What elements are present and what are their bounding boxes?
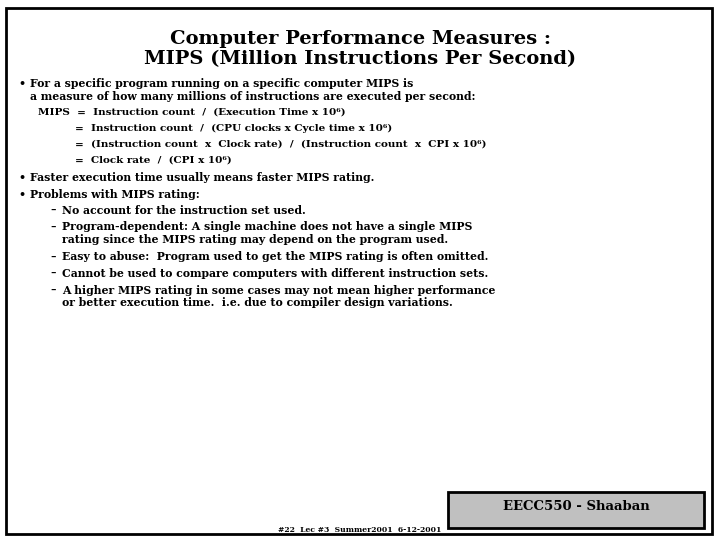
Text: •: • — [18, 172, 25, 183]
Text: #22  Lec #3  Summer2001  6-12-2001: #22 Lec #3 Summer2001 6-12-2001 — [279, 526, 441, 534]
Text: •: • — [18, 188, 25, 199]
Text: –: – — [50, 221, 55, 233]
Text: =  (Instruction count  x  Clock rate)  /  (Instruction count  x  CPI x 10⁶): = (Instruction count x Clock rate) / (In… — [75, 140, 487, 149]
Text: =  Instruction count  /  (CPU clocks x Cycle time x 10⁶): = Instruction count / (CPU clocks x Cycl… — [75, 124, 392, 133]
Text: •: • — [18, 78, 25, 89]
Text: A higher MIPS rating in some cases may not mean higher performance
or better exe: A higher MIPS rating in some cases may n… — [62, 285, 495, 308]
Text: No account for the instruction set used.: No account for the instruction set used. — [62, 205, 306, 216]
Text: EECC550 - Shaaban: EECC550 - Shaaban — [503, 500, 649, 512]
Text: –: – — [50, 285, 55, 295]
Text: –: – — [50, 252, 55, 262]
Text: Cannot be used to compare computers with different instruction sets.: Cannot be used to compare computers with… — [62, 268, 488, 279]
Text: =  Clock rate  /  (CPI x 10⁶): = Clock rate / (CPI x 10⁶) — [75, 156, 232, 165]
Text: MIPS  =  Instruction count  /  (Execution Time x 10⁶): MIPS = Instruction count / (Execution Ti… — [38, 108, 346, 117]
Text: –: – — [50, 268, 55, 279]
Text: Faster execution time usually means faster MIPS rating.: Faster execution time usually means fast… — [30, 172, 374, 183]
Bar — [448, 492, 704, 528]
Text: MIPS (Million Instructions Per Second): MIPS (Million Instructions Per Second) — [144, 50, 576, 68]
Text: Computer Performance Measures :: Computer Performance Measures : — [169, 30, 551, 48]
Text: Program-dependent: A single machine does not have a single MIPS
rating since the: Program-dependent: A single machine does… — [62, 221, 472, 245]
Text: Easy to abuse:  Program used to get the MIPS rating is often omitted.: Easy to abuse: Program used to get the M… — [62, 252, 488, 262]
Text: For a specific program running on a specific computer MIPS is
a measure of how m: For a specific program running on a spec… — [30, 78, 475, 102]
Text: –: – — [50, 205, 55, 216]
Text: Problems with MIPS rating:: Problems with MIPS rating: — [30, 188, 199, 199]
